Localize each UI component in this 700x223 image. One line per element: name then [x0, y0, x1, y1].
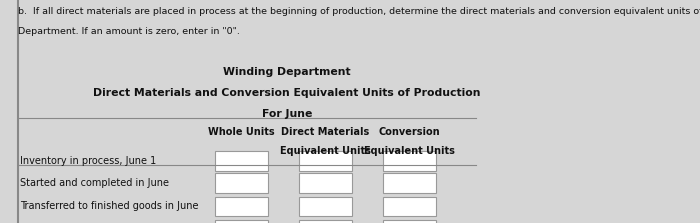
Text: Transferred to finished goods in June: Transferred to finished goods in June [20, 202, 198, 211]
Text: For June: For June [262, 109, 312, 119]
Text: Department. If an amount is zero, enter in "0".: Department. If an amount is zero, enter … [18, 27, 239, 36]
FancyBboxPatch shape [216, 151, 267, 171]
FancyBboxPatch shape [384, 220, 435, 223]
FancyBboxPatch shape [216, 220, 267, 223]
Text: Whole Units: Whole Units [208, 127, 275, 137]
FancyBboxPatch shape [300, 220, 352, 223]
Text: Equivalent Units: Equivalent Units [280, 146, 371, 156]
Text: Started and completed in June: Started and completed in June [20, 178, 169, 188]
FancyBboxPatch shape [384, 197, 435, 216]
FancyBboxPatch shape [300, 151, 352, 171]
FancyBboxPatch shape [216, 173, 267, 193]
Text: Direct Materials and Conversion Equivalent Units of Production: Direct Materials and Conversion Equivale… [93, 88, 481, 98]
Text: Conversion: Conversion [379, 127, 440, 137]
FancyBboxPatch shape [216, 197, 267, 216]
FancyBboxPatch shape [384, 151, 435, 171]
Text: Winding Department: Winding Department [223, 67, 351, 77]
Text: Direct Materials: Direct Materials [281, 127, 370, 137]
FancyBboxPatch shape [300, 197, 352, 216]
Text: Inventory in process, June 1: Inventory in process, June 1 [20, 156, 156, 166]
Text: b.  If all direct materials are placed in process at the beginning of production: b. If all direct materials are placed in… [18, 7, 700, 16]
FancyBboxPatch shape [384, 173, 435, 193]
Text: Equivalent Units: Equivalent Units [364, 146, 455, 156]
FancyBboxPatch shape [300, 173, 352, 193]
